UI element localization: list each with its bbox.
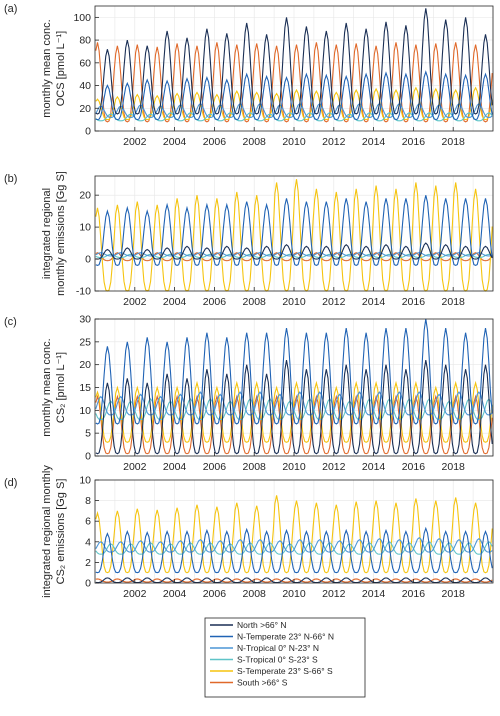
x-tick-label: 2012: [322, 461, 346, 473]
y-tick-label: 80: [79, 35, 91, 47]
y-axis-label: monthly mean conc.: [41, 19, 53, 117]
x-tick-label: 2014: [362, 296, 386, 308]
x-tick-label: 2006: [203, 136, 227, 148]
panel-a: (a) 0 20 40 60 80 100 2002 2004 2006 2008 2010 2012 2…: [4, 3, 494, 148]
legend-entry: S-Temperate 23° S-66° S: [237, 666, 333, 676]
y-tick-label: 40: [79, 80, 91, 92]
y-axis-label: OCS [pmol L⁻¹]: [55, 31, 67, 107]
x-tick-label: 2002: [123, 461, 147, 473]
legend-entry: South >66° S: [237, 678, 288, 688]
y-tick-label: 30: [79, 314, 91, 326]
y-axis-label: integrated regional monthly: [41, 465, 53, 598]
y-tick-label: 10: [79, 222, 91, 234]
y-tick-label: 10: [79, 405, 91, 417]
panel-label: (a): [4, 3, 17, 15]
x-tick-label: 2006: [203, 296, 227, 308]
legend-entry: N-Tropical 0° N-23° N: [237, 643, 319, 653]
x-tick-label: 2018: [442, 461, 466, 473]
x-tick-label: 2018: [442, 136, 466, 148]
legend-entry: North >66° N: [237, 620, 286, 630]
x-tick-label: 2012: [322, 296, 346, 308]
y-tick-label: 8: [85, 495, 91, 507]
legend-entry: N-Temperate 23° N-66° N: [237, 632, 334, 642]
y-axis-label: CS₂ [pmol L⁻¹]: [55, 352, 67, 423]
series-line-s_temperate: [95, 495, 493, 574]
x-tick-label: 2014: [362, 136, 386, 148]
series-line-north: [95, 242, 493, 260]
y-tick-label: 20: [79, 190, 91, 202]
y-axis-label: CS₂ emissions [Gg S]: [55, 479, 67, 585]
y-tick-label: 15: [79, 382, 91, 394]
y-axis-label: integrated regional: [41, 188, 53, 279]
x-tick-label: 2002: [123, 136, 147, 148]
x-tick-label: 2016: [402, 461, 426, 473]
x-tick-label: 2004: [163, 461, 187, 473]
series-line-n_temperate: [95, 195, 493, 267]
y-tick-label: 0: [85, 254, 91, 266]
x-tick-label: 2016: [402, 296, 426, 308]
x-tick-label: 2008: [243, 461, 267, 473]
x-tick-label: 2002: [123, 588, 147, 600]
panel-d: (d) 0 2 4 6 8 10 2002 2004 2006 2008 2010 2012 2014 20…: [4, 465, 494, 600]
x-tick-label: 2018: [442, 296, 466, 308]
x-tick-label: 2016: [402, 588, 426, 600]
y-tick-label: 0: [85, 126, 91, 138]
x-tick-label: 2008: [243, 136, 267, 148]
y-tick-label: 25: [79, 336, 91, 348]
y-tick-label: 0: [85, 451, 91, 463]
legend-entry: S-Tropical 0° S-23° S: [237, 655, 318, 665]
legend-box: [204, 617, 366, 698]
series-line-s_temperate: [95, 380, 493, 443]
panel-b: (b) -10 0 10 20 2002 2004 2006 2008 2010 2012 2014 2…: [4, 171, 494, 308]
series-line-north: [95, 360, 493, 455]
x-tick-label: 2008: [243, 588, 267, 600]
y-tick-label: 2: [85, 557, 91, 569]
y-tick-label: 5: [85, 428, 91, 440]
x-tick-label: 2012: [322, 136, 346, 148]
panel-label: (d): [4, 477, 17, 489]
series-line-n_tropical: [95, 536, 493, 553]
panel-label: (c): [4, 316, 17, 328]
x-tick-label: 2018: [442, 588, 466, 600]
series-line-north: [95, 8, 493, 115]
x-tick-label: 2016: [402, 136, 426, 148]
x-tick-label: 2010: [282, 461, 306, 473]
y-tick-label: 100: [73, 12, 91, 24]
x-tick-label: 2014: [362, 588, 386, 600]
x-tick-label: 2008: [243, 296, 267, 308]
y-tick-label: 10: [79, 475, 91, 487]
series-line-n_temperate: [95, 318, 493, 425]
y-tick-label: 4: [85, 536, 91, 548]
y-axis-label: monthly mean conc.: [41, 338, 53, 436]
y-tick-label: 20: [79, 359, 91, 371]
x-tick-label: 2012: [322, 588, 346, 600]
x-tick-label: 2004: [163, 136, 187, 148]
legend: North >66° N N-Temperate 23° N-66° NN-Tro…: [204, 617, 366, 698]
y-tick-label: -10: [76, 286, 91, 298]
panel-label: (b): [4, 173, 17, 185]
y-tick-label: 20: [79, 103, 91, 115]
x-tick-label: 2006: [203, 461, 227, 473]
x-tick-label: 2006: [203, 588, 227, 600]
x-tick-label: 2014: [362, 461, 386, 473]
y-axis-label: monthly emissions [Gg S]: [55, 171, 67, 296]
x-tick-label: 2004: [163, 588, 187, 600]
y-tick-label: 6: [85, 516, 91, 528]
series-line-n_temperate: [95, 526, 493, 574]
x-tick-label: 2010: [282, 136, 306, 148]
x-tick-label: 2010: [282, 296, 306, 308]
panel-c: (c) 0 5 10 15 20 25 30 2002 2004 2006 2008 2010 2012 2…: [4, 314, 494, 473]
series-line-n_tropical: [95, 252, 493, 257]
y-tick-label: 0: [85, 578, 91, 590]
x-tick-label: 2002: [123, 296, 147, 308]
x-tick-label: 2004: [163, 296, 187, 308]
y-tick-label: 60: [79, 57, 91, 69]
series-line-n_temperate: [95, 70, 493, 121]
x-tick-label: 2010: [282, 588, 306, 600]
